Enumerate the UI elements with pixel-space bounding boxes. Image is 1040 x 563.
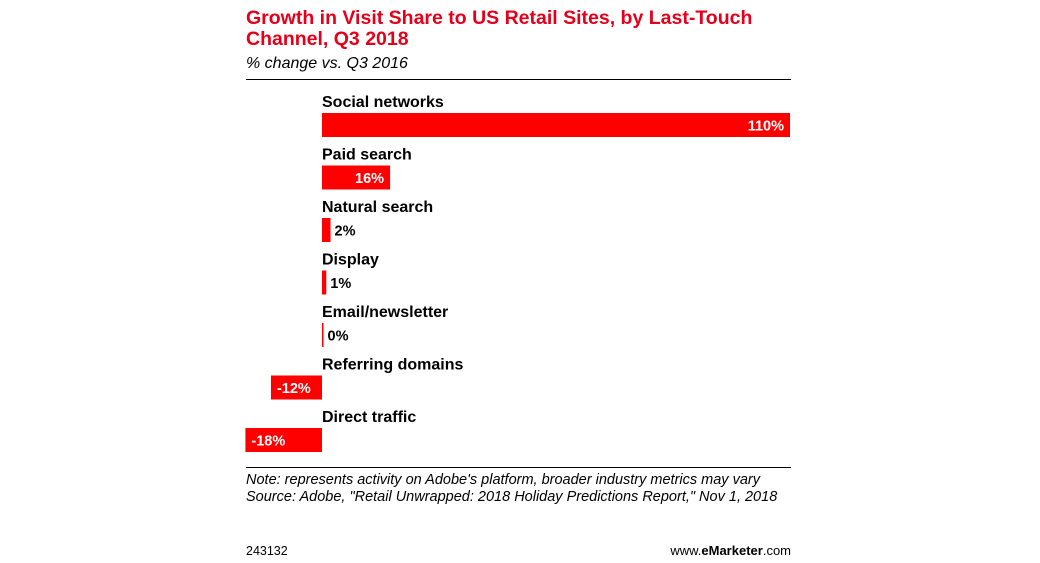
value-label: -12%	[277, 381, 311, 397]
value-label: 2%	[335, 224, 356, 240]
brand-link[interactable]: www.eMarketer.com	[670, 543, 791, 558]
source-text: Source: Adobe, "Retail Unwrapped: 2018 H…	[246, 488, 778, 505]
value-label: 1%	[330, 276, 351, 292]
chart-id: 243132	[246, 544, 288, 558]
value-label: 0%	[328, 329, 349, 345]
bar	[270, 375, 322, 400]
top-divider	[246, 79, 791, 80]
category-label: Social networks	[322, 94, 444, 111]
bottom-divider	[246, 467, 791, 468]
category-label: Direct traffic	[322, 409, 416, 426]
bar	[322, 323, 324, 347]
value-label: -18%	[251, 434, 285, 450]
category-label: Display	[322, 252, 379, 269]
chart-subtitle: % change vs. Q3 2016	[246, 55, 408, 72]
category-label: Referring domains	[322, 357, 463, 374]
brand-prefix: www.	[670, 543, 702, 558]
bar	[322, 165, 391, 190]
bar	[322, 218, 331, 242]
brand-name: eMarketer	[701, 543, 763, 558]
category-label: Natural search	[322, 199, 433, 216]
category-label: Email/newsletter	[322, 304, 448, 321]
chart-title: Growth in Visit Share to US Retail Sites…	[246, 7, 753, 50]
bar	[245, 428, 322, 452]
chart-notes: Note: represents activity on Adobe's pla…	[246, 472, 791, 505]
category-label: Paid search	[322, 147, 412, 164]
value-label: 110%	[748, 119, 784, 135]
note-text: Note: represents activity on Adobe's pla…	[246, 472, 760, 488]
brand-suffix: .com	[762, 543, 791, 558]
value-label: 16%	[355, 171, 384, 187]
bar	[322, 270, 327, 295]
bar	[322, 113, 790, 137]
